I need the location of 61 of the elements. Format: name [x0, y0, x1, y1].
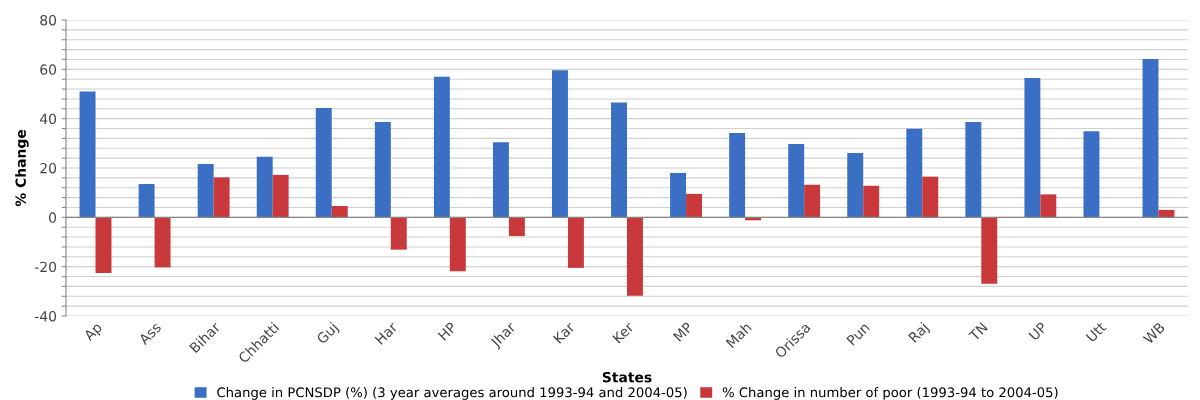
bar — [492, 142, 509, 218]
y-axis-title: % Change — [15, 129, 29, 207]
y-tick-label: 0 — [49, 212, 57, 223]
bar — [552, 70, 568, 218]
bar — [981, 217, 998, 284]
bar — [272, 174, 289, 218]
bar — [1024, 77, 1041, 218]
x-tick-label: WB — [1142, 321, 1166, 345]
bar — [1083, 131, 1100, 218]
x-tick-label: HP — [437, 321, 457, 341]
x-tick-label: TN — [968, 322, 988, 342]
x-tick-label: Ker — [612, 321, 635, 344]
bar — [922, 176, 939, 218]
x-tick-label: UP — [1028, 321, 1048, 341]
bar — [965, 122, 982, 218]
x-tick-label: Ass — [138, 321, 162, 346]
bar — [197, 164, 214, 218]
bar — [1158, 209, 1175, 218]
x-tick-label: MP — [672, 321, 694, 342]
bar — [1142, 58, 1159, 218]
bar — [1040, 194, 1057, 218]
bar — [315, 108, 332, 218]
bar — [433, 76, 450, 218]
x-tick-label: Ap — [82, 321, 105, 344]
x-tick-label: Kar — [552, 321, 576, 344]
bar — [847, 152, 864, 218]
bar — [627, 217, 643, 296]
x-tick-label: Utt — [1085, 321, 1107, 343]
x-tick-label: Pun — [846, 322, 870, 346]
bar — [213, 177, 230, 218]
bar — [390, 217, 407, 250]
y-tick-label: 20 — [40, 162, 57, 174]
bar — [906, 128, 923, 218]
y-tick-label: 60 — [40, 64, 57, 75]
x-axis-title: States — [602, 371, 652, 383]
bar — [670, 172, 687, 218]
y-tick-label: 40 — [39, 113, 57, 125]
bar — [508, 217, 525, 237]
y-tick-label: 80 — [40, 14, 57, 26]
y-tick-label: -40 — [34, 310, 57, 322]
bar — [331, 205, 348, 218]
bar — [374, 122, 391, 218]
bar — [567, 217, 584, 268]
bar — [863, 185, 880, 218]
x-tick-label: Raj — [907, 321, 931, 345]
legend-label: % Change in number of poor (1993-94 to 2004-05) — [722, 387, 1058, 400]
bar — [729, 132, 746, 218]
bar — [449, 217, 466, 272]
bar — [686, 193, 702, 218]
x-tick-label: Har — [374, 321, 399, 345]
bar — [804, 184, 821, 218]
bar — [256, 156, 273, 218]
bar — [79, 91, 96, 218]
x-tick-label: Guj — [315, 321, 341, 347]
y-tick-label: -20 — [34, 261, 57, 273]
bar — [154, 217, 171, 268]
bar — [95, 217, 112, 274]
bar — [788, 144, 805, 218]
legend-label: Change in PCNSDP (%) (3 year averages around 1993-94 and 2004-05) — [217, 387, 687, 400]
bar — [611, 102, 627, 218]
bar — [138, 184, 155, 218]
